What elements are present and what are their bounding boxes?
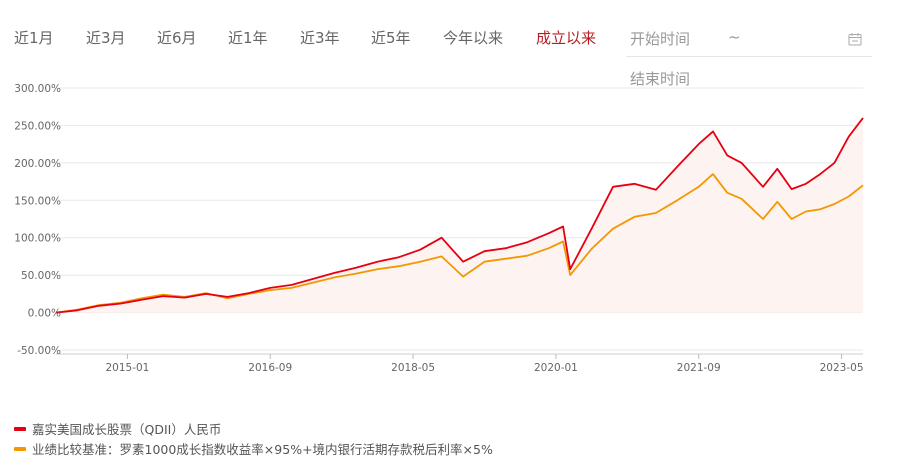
y-tick-label: 300.00% [14, 83, 61, 95]
x-axis-ticks: 2015-01 2016-09 2018-05 2020-01 2021-09 2023-… [105, 354, 864, 374]
date-range-picker: 开始时间 ~ 结束时间 [626, 22, 872, 92]
tab-3-years[interactable]: 近3年 [300, 29, 340, 47]
y-tick-label: 50.00% [21, 270, 61, 282]
x-tick-label: 2018-05 [391, 362, 435, 374]
legend-label-fund: 嘉实美国成长股票（QDII）人民币 [32, 422, 222, 437]
y-tick-label: 150.00% [14, 195, 61, 207]
tab-6-months[interactable]: 近6月 [157, 29, 197, 47]
x-tick-label: 2021-09 [677, 362, 721, 374]
date-range-row: 开始时间 ~ [626, 22, 872, 57]
x-tick-label: 2023-05 [820, 362, 864, 374]
x-tick-label: 2015-01 [105, 362, 149, 374]
legend-item-fund[interactable]: 嘉实美国成长股票（QDII）人民币 [14, 418, 221, 438]
y-axis-ticks: 300.00% 250.00% 200.00% 150.00% 100.00% 50.00… [14, 83, 61, 357]
fund-area-fill [56, 117, 863, 313]
fund-series-line [55, 117, 864, 314]
tab-3-months[interactable]: 近3月 [86, 29, 126, 47]
fund-area [56, 117, 863, 313]
y-tick-label: -50.00% [17, 345, 61, 357]
legend-swatch-benchmark [14, 446, 26, 451]
x-tick-label: 2020-01 [534, 362, 578, 374]
tab-1-year[interactable]: 近1年 [228, 29, 268, 47]
y-tick-label: 0.00% [28, 308, 61, 320]
start-date-input[interactable]: 开始时间 [630, 30, 691, 48]
y-tick-label: 200.00% [14, 158, 61, 170]
tab-1-month[interactable]: 近1月 [14, 29, 54, 47]
calendar-icon[interactable] [848, 32, 862, 46]
period-tabs: 近1月 近3月 近6月 近1年 近3年 近5年 今年以来 成立以来 开始时间 ~… [0, 0, 904, 95]
y-tick-label: 250.00% [14, 120, 61, 132]
legend-label-benchmark: 业绩比较基准：罗素1000成长指数收益率×95%+境内银行活期存款税后利率×5% [32, 442, 493, 457]
legend-item-benchmark[interactable]: 业绩比较基准：罗素1000成长指数收益率×95%+境内银行活期存款税后利率×5% [14, 438, 493, 458]
tab-since-inception[interactable]: 成立以来 [536, 29, 597, 47]
y-tick-label: 100.00% [14, 233, 61, 245]
date-separator: ~ [728, 28, 741, 46]
legend-swatch-fund [14, 426, 26, 431]
tab-year-to-date[interactable]: 今年以来 [443, 29, 504, 47]
tab-5-years[interactable]: 近5年 [371, 29, 411, 47]
series-lines [55, 117, 864, 314]
performance-chart: 300.00% 250.00% 200.00% 150.00% 100.00% 50.00… [14, 83, 864, 374]
x-tick-label: 2016-09 [248, 362, 292, 374]
end-date-input[interactable]: 结束时间 [630, 70, 691, 88]
